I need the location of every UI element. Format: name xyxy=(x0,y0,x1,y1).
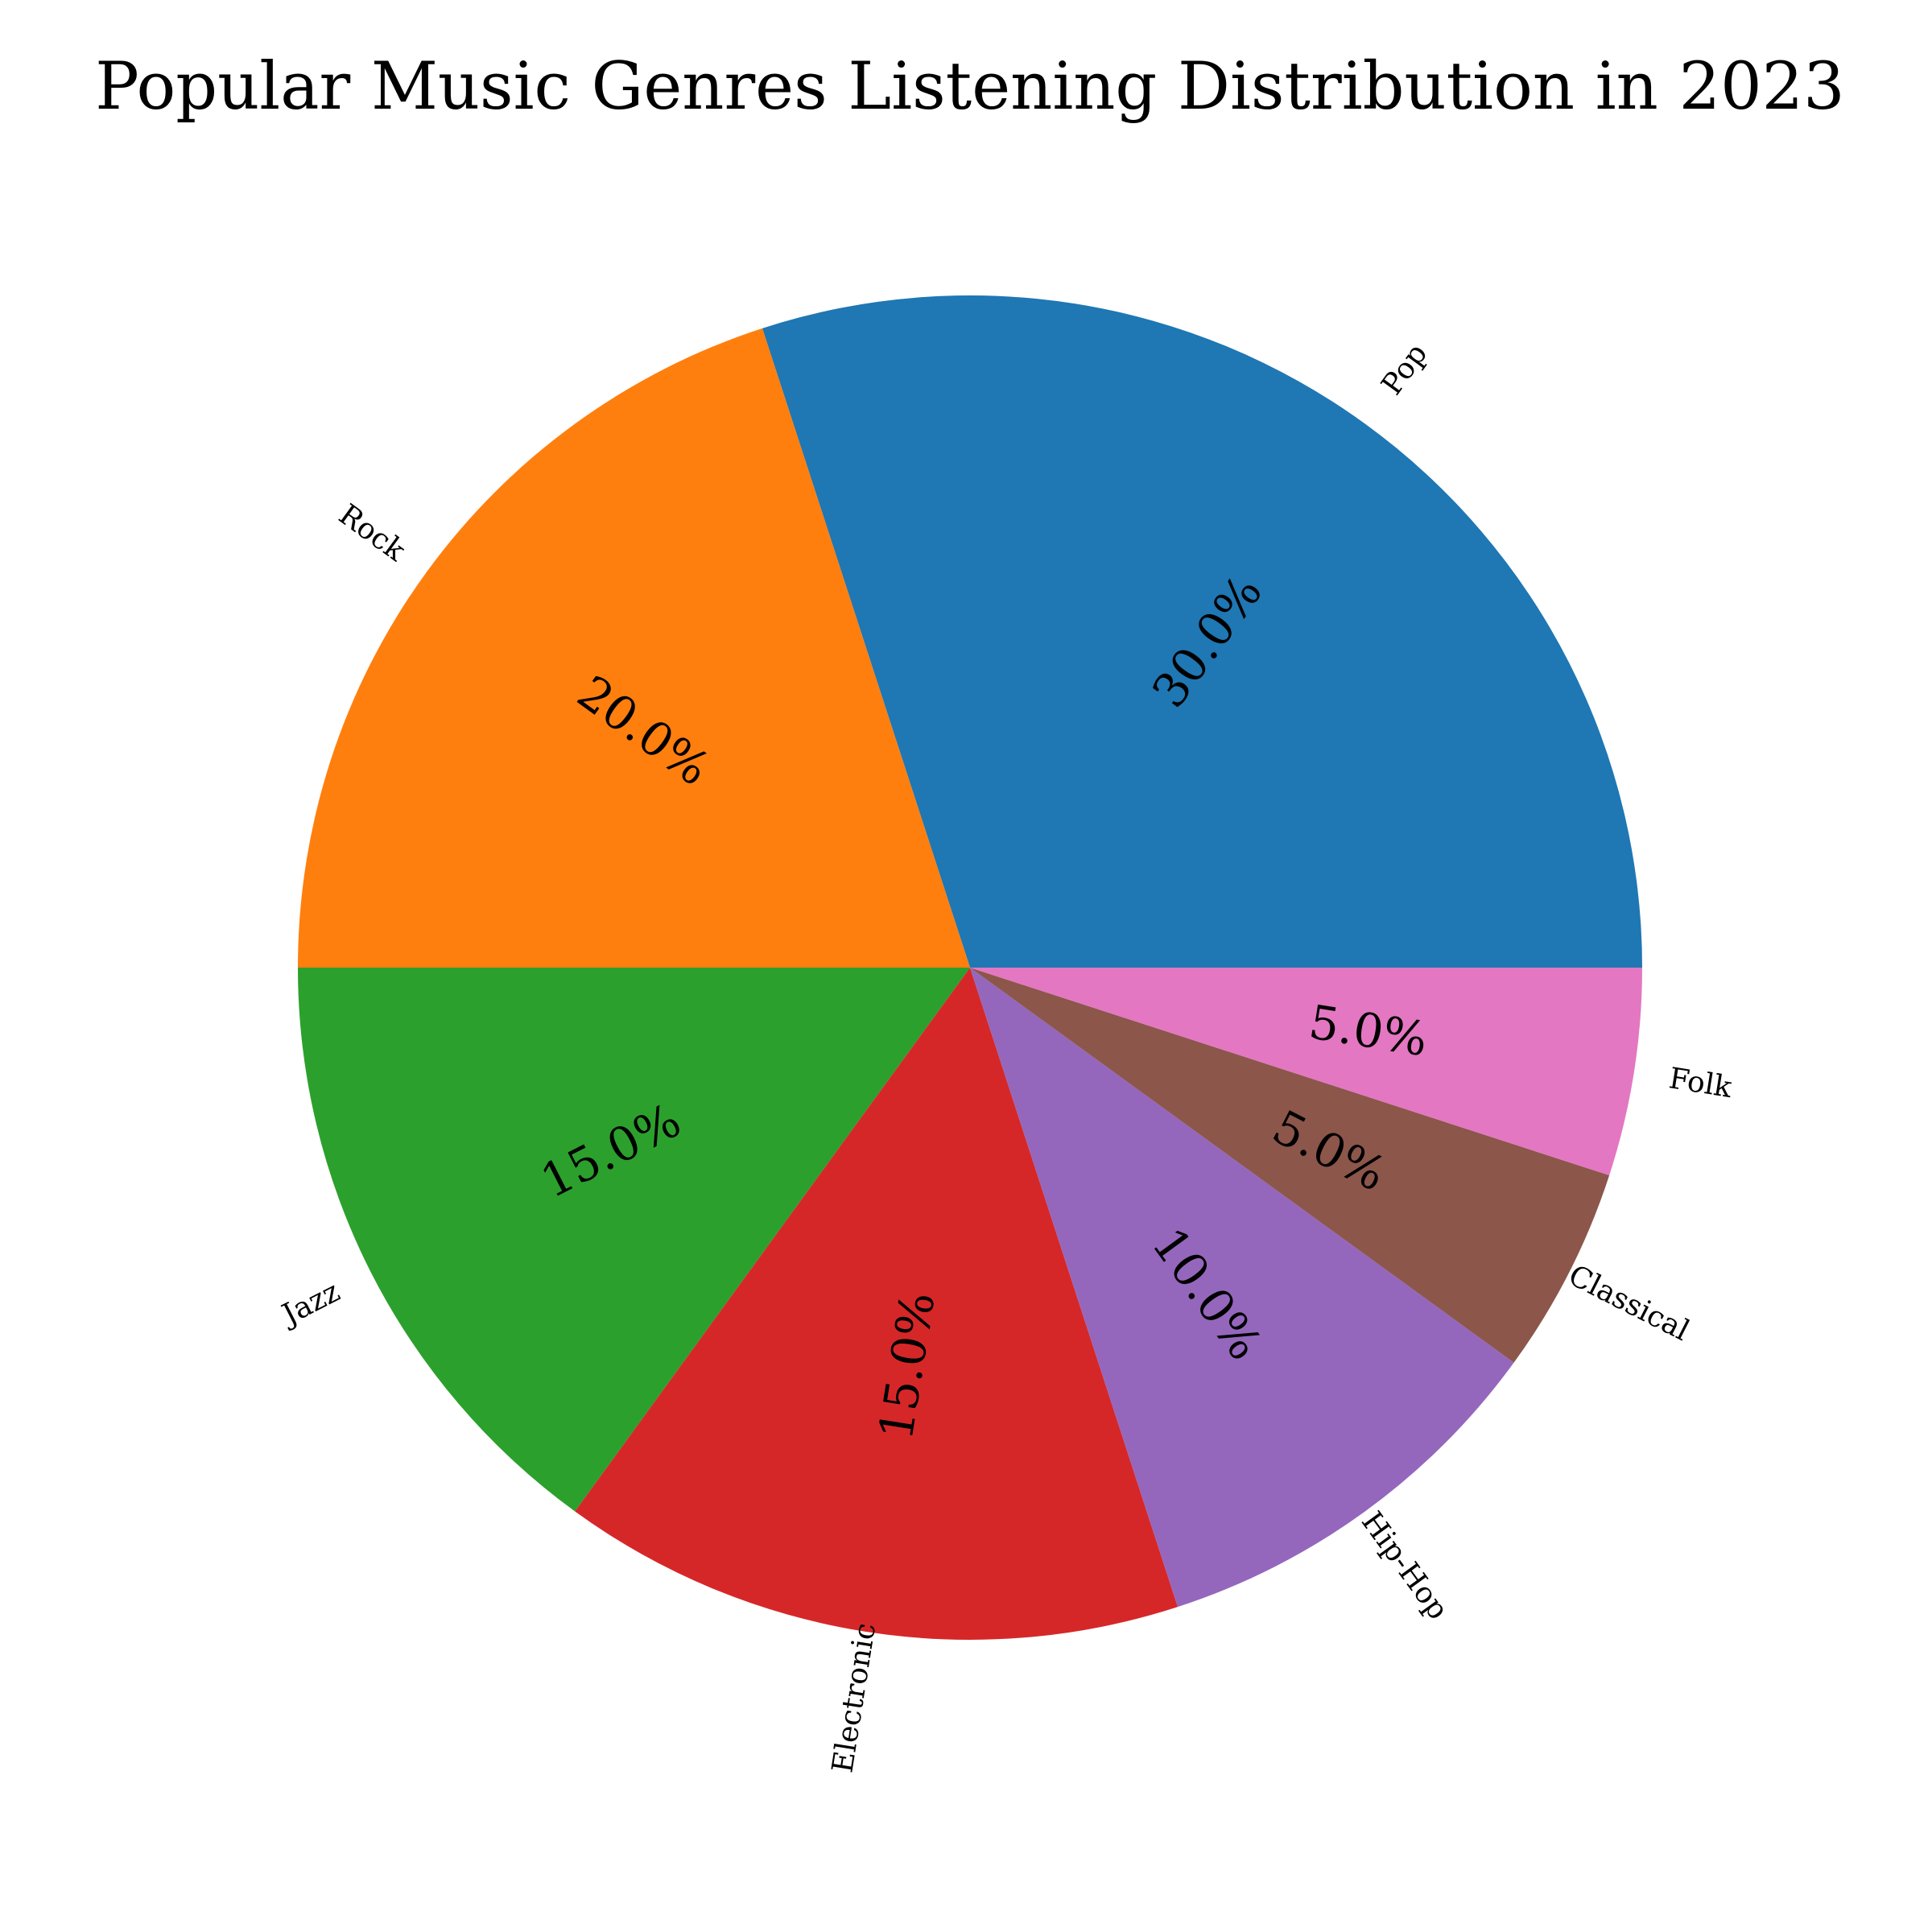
pie-slice-hip-hop xyxy=(970,968,1514,1608)
pie-slice-rock xyxy=(298,328,970,968)
category-label-hip-hop: Hip-Hop xyxy=(1355,1506,1455,1626)
pie-slice-pop xyxy=(762,295,1642,968)
category-label-electronic: Electronic xyxy=(826,1620,882,1775)
pie-slice-jazz xyxy=(298,968,970,1512)
category-label-jazz: Jazz xyxy=(275,1275,345,1333)
pie-slices xyxy=(298,295,1642,1640)
category-label-folk: Folk xyxy=(1666,1062,1735,1104)
pie-slice-folk xyxy=(970,968,1642,1176)
pie-slice-electronic xyxy=(575,968,1179,1640)
category-label-rock: Rock xyxy=(332,498,411,568)
chart-title: Popular Music Genres Listening Distribut… xyxy=(95,49,1844,125)
pie-slice-classical xyxy=(970,968,1610,1363)
category-label-pop: Pop xyxy=(1375,338,1434,402)
category-label-classical: Classical xyxy=(1563,1259,1695,1348)
